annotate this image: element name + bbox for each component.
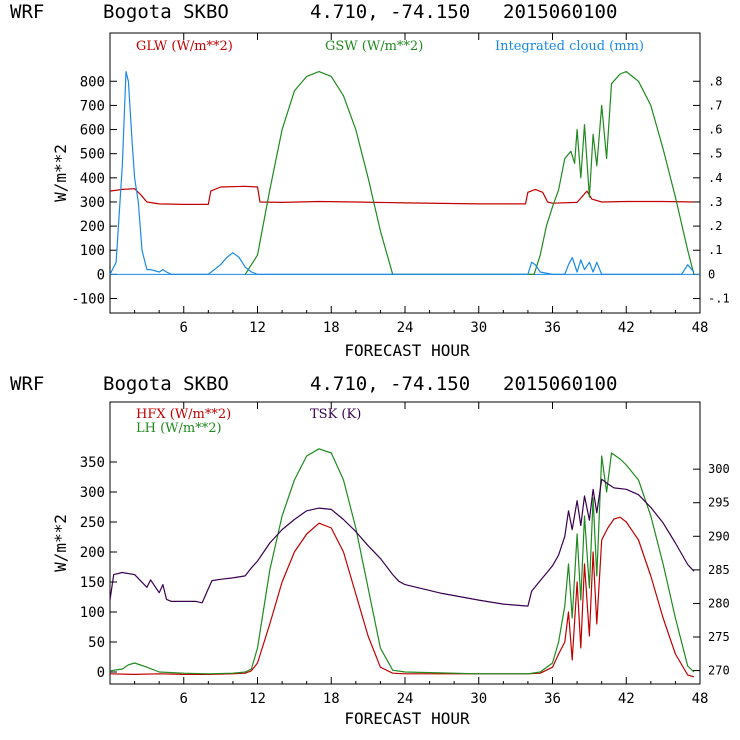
bottom-series-group [109, 448, 695, 678]
top-series-gsw [244, 70, 695, 275]
bottom-axis-ticks: 6 12 18 24 30 36 42 48 0 50 100 150 200 250 300 350 270 2… [80, 402, 730, 707]
bottom-legend-lh: LH (W/m**2) [136, 421, 222, 436]
top-legend-cloud: Integrated cloud (mm) [495, 39, 644, 54]
top-y2-tick-label: -.1 [708, 292, 730, 306]
bottom-header-run: 2015060100 [503, 373, 617, 395]
top-series-glw [109, 185, 694, 205]
bottom-x-axis-label: FORECAST HOUR [344, 709, 470, 728]
top-series-group [109, 70, 700, 275]
bottom-y-tick-label: 300 [80, 485, 105, 501]
bottom-header-station: Bogota SKBO [103, 373, 229, 395]
bottom-y-axis-label: W/m**2 [51, 514, 70, 572]
bottom-y-tick-label: 100 [80, 605, 105, 621]
bottom-y-tick-label: 50 [88, 635, 105, 651]
top-y-tick-label: 0 [97, 267, 105, 283]
top-y-tick-label: 500 [80, 147, 105, 163]
top-series-cloud [109, 70, 695, 275]
top-header-coords: 4.710, -74.150 [310, 1, 470, 23]
bottom-x-tick-label: 42 [618, 691, 635, 707]
bottom-y2-tick-label: 295 [708, 496, 730, 510]
top-x-tick-label: 48 [692, 320, 709, 336]
top-x-tick-label: 18 [323, 320, 340, 336]
bottom-x-tick-label: 18 [323, 691, 340, 707]
bottom-y2-tick-label: 270 [708, 664, 730, 678]
top-y2-tick-label: .3 [708, 195, 722, 209]
top-y2-tick-label: .1 [708, 243, 722, 257]
top-y-tick-label: 400 [80, 171, 105, 187]
bottom-chart-panel: WRF Bogota SKBO 4.710, -74.150 201506010… [10, 373, 730, 728]
top-y-tick-label: 100 [80, 243, 105, 259]
top-y-tick-label: 800 [80, 74, 105, 90]
bottom-header-coords: 4.710, -74.150 [310, 373, 470, 395]
bottom-legend-hfx: HFX (W/m**2) [136, 407, 231, 422]
bottom-y2-tick-label: 300 [708, 462, 730, 476]
top-x-tick-label: 12 [249, 320, 266, 336]
bottom-legend-tsk: TSK (K) [310, 407, 361, 422]
bottom-x-tick-label: 24 [397, 691, 414, 707]
bottom-y-tick-label: 0 [97, 665, 105, 681]
top-plot-frame [109, 32, 701, 314]
bottom-x-tick-label: 48 [692, 691, 709, 707]
top-y-axis-label: W/m**2 [51, 144, 70, 202]
bottom-y-tick-label: 200 [80, 545, 105, 561]
top-y2-tick-label: .5 [708, 147, 722, 161]
bottom-header-model: WRF [10, 373, 44, 395]
top-header-model: WRF [10, 1, 44, 23]
top-y2-tick-label: .2 [708, 219, 722, 233]
bottom-x-tick-label: 6 [180, 691, 188, 707]
top-y-tick-label: 700 [80, 98, 105, 114]
bottom-y-tick-label: 350 [80, 455, 105, 471]
top-y2-tick-label: 0 [708, 267, 715, 281]
top-y-tick-label: 600 [80, 123, 105, 139]
top-x-tick-label: 24 [397, 320, 414, 336]
top-x-tick-label: 30 [470, 320, 487, 336]
bottom-y2-tick-label: 280 [708, 596, 730, 610]
bottom-series-hfx [109, 516, 695, 678]
bottom-y2-tick-label: 285 [708, 563, 730, 577]
top-chart-panel: WRF Bogota SKBO 4.710, -74.150 201506010… [10, 1, 730, 360]
bottom-y2-tick-label: 290 [708, 529, 730, 543]
bottom-plot-frame [109, 401, 701, 685]
bottom-y-tick-label: 250 [80, 515, 105, 531]
bottom-series-tsk [109, 478, 695, 607]
top-header-station: Bogota SKBO [103, 1, 229, 23]
top-y2-tick-label: .6 [708, 123, 722, 137]
bottom-series-lh [109, 448, 695, 675]
top-y2-tick-label: .8 [708, 74, 722, 88]
top-x-tick-label: 42 [618, 320, 635, 336]
top-y-tick-label: 300 [80, 195, 105, 211]
bottom-y-tick-label: 150 [80, 575, 105, 591]
top-x-axis-label: FORECAST HOUR [344, 341, 470, 360]
bottom-x-tick-label: 12 [249, 691, 266, 707]
top-y2-tick-label: .7 [708, 98, 722, 112]
bottom-x-tick-label: 36 [544, 691, 561, 707]
top-x-tick-label: 6 [180, 320, 188, 336]
bottom-x-tick-label: 30 [470, 691, 487, 707]
top-y-tick-label: 200 [80, 219, 105, 235]
top-y2-tick-label: .4 [708, 171, 722, 185]
top-header-run: 2015060100 [503, 1, 617, 23]
top-legend-gsw: GSW (W/m**2) [325, 39, 423, 54]
top-legend-glw: GLW (W/m**2) [136, 39, 233, 54]
top-y-tick-label: -100 [71, 292, 105, 308]
top-x-tick-label: 36 [544, 320, 561, 336]
top-axis-ticks: 6 12 18 24 30 36 42 48 -100 0 100 200 300 400 500 600 70… [71, 33, 730, 336]
bottom-y2-tick-label: 275 [708, 630, 730, 644]
